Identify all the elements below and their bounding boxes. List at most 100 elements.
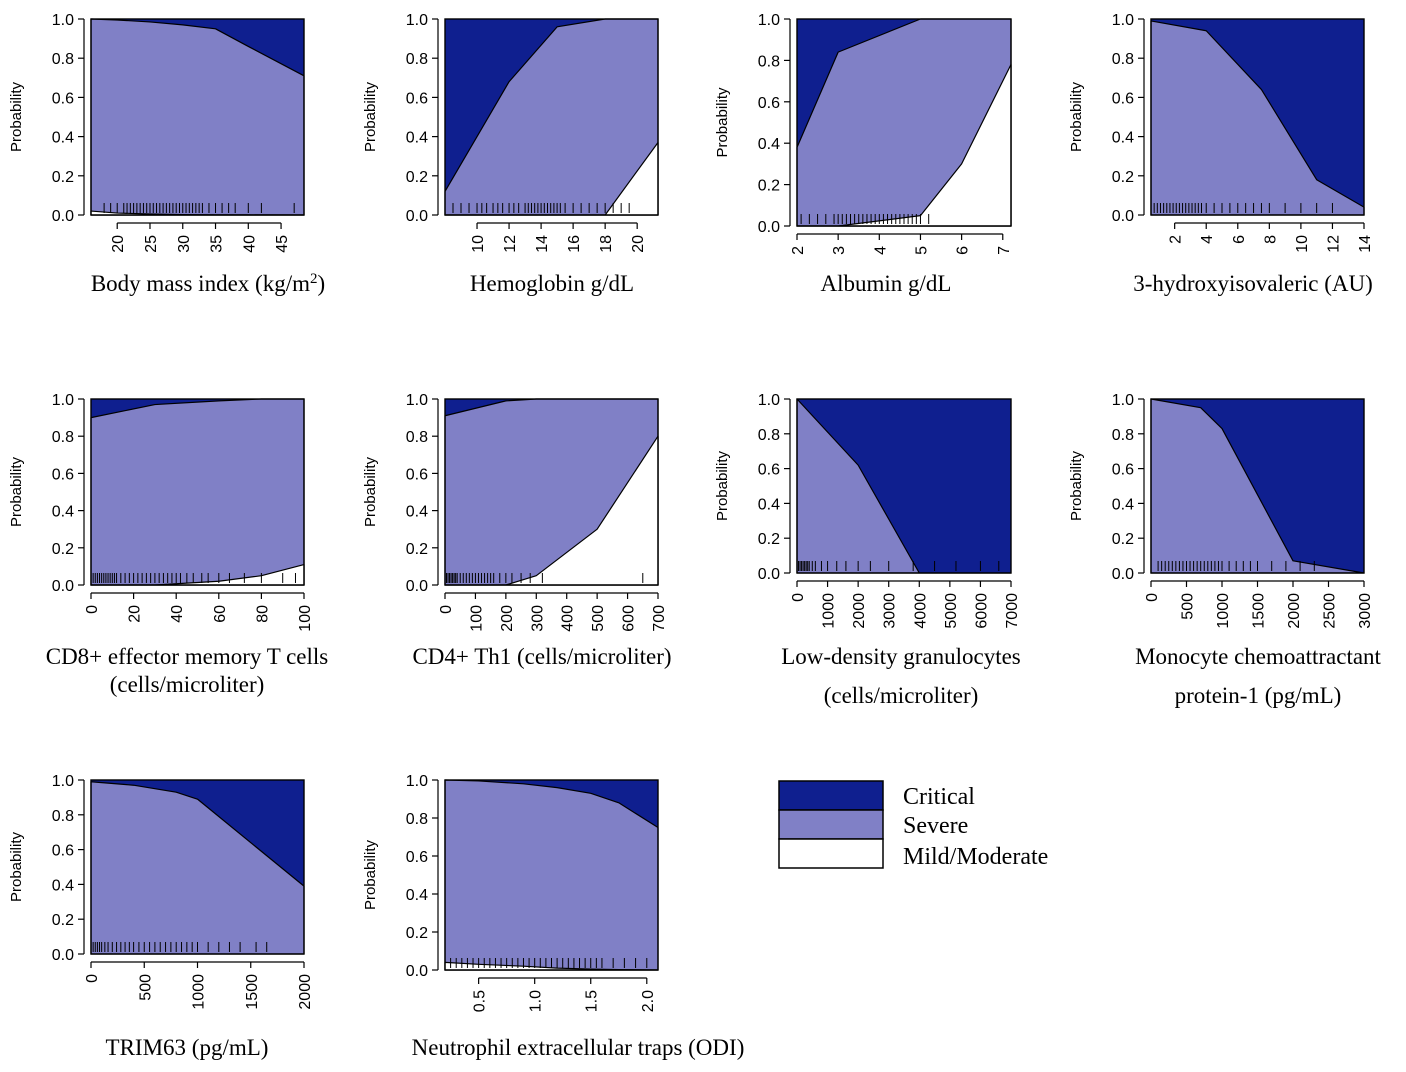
- x-tick-label: 8: [1262, 235, 1279, 244]
- y-tick-label: 0.2: [758, 178, 780, 195]
- x-tick-label: 0: [84, 605, 101, 614]
- plot-frame: [444, 779, 659, 971]
- x-tick-label: 60: [212, 605, 229, 623]
- y-axis: 0.0 0.2 0.4 0.6 0.8 1.0: [52, 773, 85, 964]
- x-tick-label: 40: [169, 605, 186, 623]
- y-axis: 0.0 0.2 0.4 0.6 0.8 1.0: [1112, 12, 1145, 225]
- x-tick-label: 14: [1357, 235, 1374, 253]
- y-tick-label: 0.2: [1112, 169, 1134, 186]
- x-tick-label: 2: [1168, 235, 1185, 244]
- x-tick-label: 18: [598, 235, 615, 253]
- y-tick-label: 0.6: [406, 466, 428, 483]
- y-tick-label: 0.0: [406, 963, 428, 980]
- y-tick-label: 0.4: [1112, 496, 1134, 513]
- x-axis: 10 12 14 16 18 20: [470, 222, 647, 253]
- y-tick-label: 0.4: [52, 130, 74, 147]
- y-axis-label: Probability: [1068, 450, 1085, 521]
- y-tick-label: 0.2: [1112, 531, 1134, 548]
- x-axis: 0 20 40 60 80 100: [84, 592, 314, 632]
- y-tick-label: 0.0: [1112, 208, 1134, 225]
- y-axis-label: Probability: [1068, 81, 1085, 152]
- x-axis-title-line2: (cells/microliter): [110, 672, 265, 697]
- y-tick-label: 0.8: [406, 429, 428, 446]
- chart-panel-6: 0.0 0.2 0.4 0.6 0.8 1.0 Probability 0 100 200 300 4…: [362, 392, 672, 669]
- y-tick-label: 0.6: [1112, 462, 1134, 479]
- y-tick-label: 0.8: [1112, 51, 1134, 68]
- x-tick-label: 100: [468, 605, 485, 632]
- x-tick-label: 0: [790, 593, 807, 602]
- x-tick-label: 0: [1144, 593, 1161, 602]
- y-axis: 0.0 0.2 0.4 0.6 0.8 1.0: [758, 12, 791, 236]
- x-tick-label: 6: [1231, 235, 1248, 244]
- x-axis-title-text: Body mass index (kg/m: [91, 271, 310, 296]
- y-tick-label: 0.2: [758, 531, 780, 548]
- y-tick-label: 0.0: [758, 219, 780, 236]
- x-tick-label: 1500: [244, 974, 261, 1010]
- x-axis: 0.5 1.0 1.5 2.0: [472, 977, 657, 1012]
- x-tick-label: 0: [84, 974, 101, 983]
- x-tick-label: 80: [254, 605, 271, 623]
- y-tick-label: 0.6: [52, 466, 74, 483]
- x-tick-label: 10: [1294, 235, 1311, 253]
- x-tick-label: 4: [872, 246, 889, 255]
- y-tick-label: 0.6: [406, 849, 428, 866]
- y-tick-label: 0.6: [52, 90, 74, 107]
- rug-marks: [92, 573, 296, 583]
- x-axis-title-suffix: ): [317, 271, 325, 296]
- x-tick-label: 0: [438, 605, 455, 614]
- x-tick-label: 5: [913, 246, 930, 255]
- x-axis-title: Low-density granulocytes: [781, 644, 1021, 669]
- y-tick-label: 1.0: [758, 392, 780, 409]
- rug-marks: [1153, 203, 1333, 213]
- y-tick-label: 1.0: [52, 773, 74, 790]
- x-tick-label: 3000: [1357, 593, 1374, 629]
- x-tick-label: 7000: [1004, 593, 1021, 629]
- y-tick-label: 0.0: [52, 947, 74, 964]
- y-tick-label: 0.2: [52, 541, 74, 558]
- y-tick-label: 0.4: [406, 887, 428, 904]
- plot-frame: [1150, 18, 1365, 216]
- rug-marks: [92, 942, 268, 952]
- x-axis-title-line2: (cells/microliter): [824, 683, 979, 708]
- chart-panel-9: 0.0 0.2 0.4 0.6 0.8 1.0 Probability 0 500 1000 150…: [8, 773, 314, 1060]
- rug-marks: [103, 203, 295, 213]
- x-axis-title-text: Hemoglobin g/dL: [470, 271, 634, 296]
- x-tick-label: 2.0: [640, 990, 657, 1012]
- x-tick-label: 2: [790, 246, 807, 255]
- chart-panel-1: 0.0 0.2 0.4 0.6 0.8 1.0 Probability 20 25 30 35 40 4…: [8, 12, 325, 296]
- x-tick-label: 500: [137, 974, 154, 1001]
- y-tick-label: 0.0: [52, 208, 74, 225]
- y-axis-label: Probability: [714, 450, 731, 521]
- x-tick-label: 200: [499, 605, 516, 632]
- y-tick-label: 0.0: [52, 578, 74, 595]
- x-tick-label: 1.5: [584, 990, 601, 1012]
- x-axis-title: CD8+ effector memory T cells: [46, 644, 329, 669]
- x-tick-label: 6: [955, 246, 972, 255]
- x-axis-title-text: Neutrophil extracellular traps (ODI): [412, 1035, 745, 1060]
- y-axis-label: Probability: [362, 839, 379, 910]
- y-tick-label: 0.6: [406, 90, 428, 107]
- legend-label-mild-moderate: Mild/Moderate: [903, 844, 1048, 870]
- y-tick-label: 0.4: [52, 877, 74, 894]
- x-tick-label: 2000: [297, 974, 314, 1010]
- chart-panel-8: 0.0 0.2 0.4 0.6 0.8 1.0 Probability 0 500 1000 150…: [1068, 392, 1382, 708]
- y-tick-label: 0.8: [406, 51, 428, 68]
- y-axis: 0.0 0.2 0.4 0.6 0.8 1.0: [52, 12, 85, 225]
- rug-marks: [450, 958, 648, 968]
- x-axis-title-text: 3-hydroxyisovaleric (AU): [1133, 271, 1373, 296]
- x-tick-label: 20: [127, 605, 144, 623]
- x-tick-label: 35: [209, 235, 226, 253]
- x-tick-label: 300: [529, 605, 546, 632]
- x-tick-label: 20: [630, 235, 647, 253]
- y-tick-label: 0.8: [758, 427, 780, 444]
- y-tick-label: 0.4: [52, 504, 74, 521]
- x-tick-label: 500: [1180, 593, 1197, 620]
- rug-marks: [798, 561, 1000, 571]
- x-tick-label: 700: [651, 605, 668, 632]
- y-tick-label: 1.0: [406, 773, 428, 790]
- y-tick-label: 0.8: [52, 429, 74, 446]
- x-axis-title-line2: protein-1 (pg/mL): [1175, 683, 1342, 708]
- y-tick-label: 0.4: [406, 504, 428, 521]
- chart-panel-3: 0.0 0.2 0.4 0.6 0.8 1.0 Probability 2 3 4 5 6 7 Album…: [714, 12, 1013, 296]
